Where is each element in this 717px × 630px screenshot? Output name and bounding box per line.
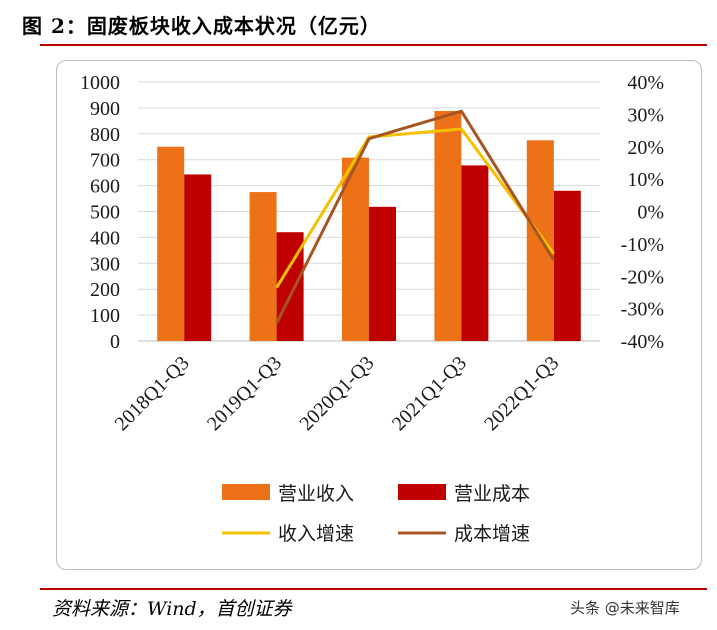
left-tick-label: 100 (90, 305, 120, 327)
legend-label-revenue: 营业收入 (278, 483, 354, 505)
right-axis-ticks: -40% -30% -20% -10% 0% 10% 20% 30% 40% (621, 72, 664, 353)
bar-cost (184, 174, 212, 341)
left-tick-label: 900 (90, 98, 120, 120)
category-label: 2019Q1-Q3 (203, 352, 286, 435)
line-group (275, 109, 556, 324)
left-tick-label: 500 (90, 202, 120, 224)
legend-swatch-cost (398, 484, 446, 500)
line-cost-growth (275, 109, 556, 324)
bar-revenue (249, 192, 277, 341)
watermark: 头条 @未来智库 (570, 599, 680, 617)
left-tick-label: 1000 (80, 72, 120, 94)
category-labels: 2018Q1-Q3 2019Q1-Q3 2020Q1-Q3 2021Q1-Q3 2022… (111, 352, 564, 435)
bar-cost (461, 165, 489, 341)
left-tick-label: 400 (90, 227, 120, 249)
right-tick-label: 20% (627, 137, 664, 159)
right-tick-label: -30% (621, 299, 664, 321)
category-label: 2020Q1-Q3 (295, 352, 378, 435)
bar-group (157, 111, 581, 342)
left-tick-label: 300 (90, 253, 120, 275)
right-tick-label: 10% (627, 169, 664, 191)
chart-frame (56, 60, 702, 570)
chart-title: 图 2：固废板块收入成本状况（亿元） (22, 14, 381, 38)
right-tick-label: 30% (627, 104, 664, 126)
left-tick-label: 800 (90, 124, 120, 146)
left-tick-label: 600 (90, 176, 120, 198)
left-tick-label: 0 (110, 331, 120, 353)
bottom-divider (40, 588, 707, 590)
legend-label-revenue-growth: 收入增速 (278, 523, 354, 545)
right-tick-label: 0% (637, 202, 664, 224)
right-tick-label: 40% (627, 72, 664, 94)
line-revenue-growth (275, 127, 556, 289)
left-axis-ticks: 0 100 200 300 400 500 600 700 800 900 1000 (80, 72, 120, 353)
bar-revenue (434, 111, 462, 342)
bar-revenue (342, 157, 369, 341)
legend-label-cost-growth: 成本增速 (454, 523, 530, 545)
top-divider (40, 44, 707, 46)
bar-revenue (157, 146, 185, 341)
left-tick-label: 200 (90, 279, 120, 301)
legend-label-cost: 营业成本 (454, 483, 530, 505)
category-label: 2018Q1-Q3 (111, 352, 194, 435)
legend-swatch-revenue (222, 484, 270, 500)
right-tick-label: -40% (621, 331, 664, 353)
bar-cost (369, 206, 396, 341)
bar-cost (553, 190, 581, 341)
legend: 营业收入 营业成本 收入增速 成本增速 (222, 483, 530, 545)
right-tick-label: -10% (621, 234, 664, 256)
left-tick-label: 700 (90, 150, 120, 172)
category-label: 2022Q1-Q3 (480, 352, 563, 435)
source-note: 资料来源：Wind，首创证券 (52, 598, 292, 620)
category-label: 2021Q1-Q3 (388, 352, 471, 435)
right-tick-label: -20% (621, 266, 664, 288)
